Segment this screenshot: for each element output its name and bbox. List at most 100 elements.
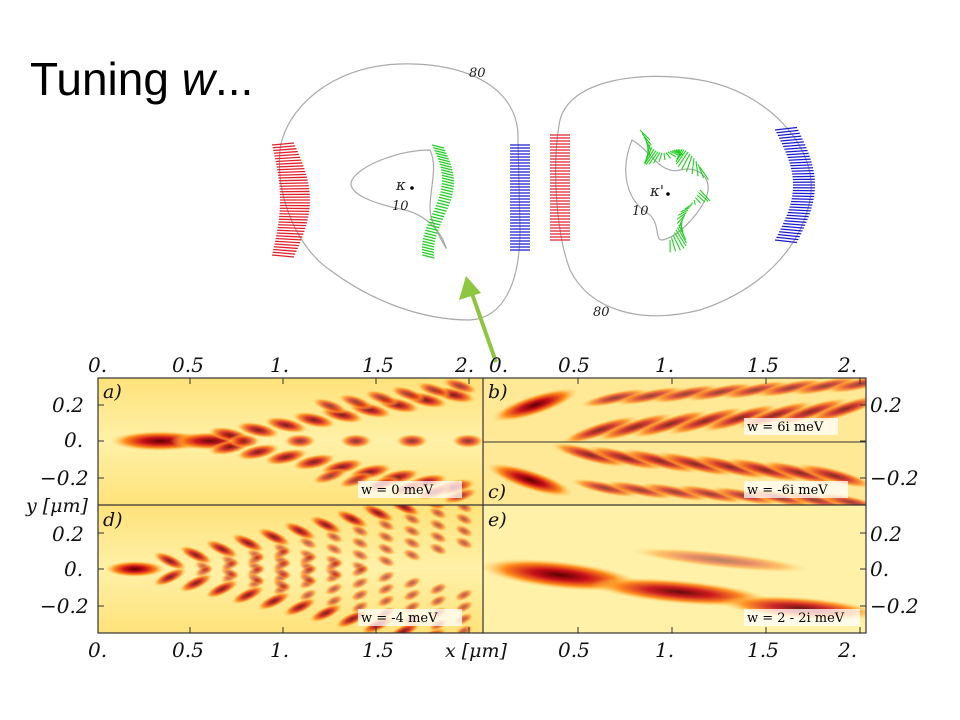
green-arrow — [440, 169, 454, 174]
green-arrow — [699, 166, 709, 180]
blue-arrow — [790, 203, 813, 206]
green-arrow — [677, 209, 689, 216]
field-intensity-blob — [272, 546, 292, 560]
red-arrow — [274, 153, 299, 157]
panel-label-b: b) — [488, 381, 508, 403]
green-arrow — [423, 235, 436, 240]
field-intensity-blob — [416, 382, 452, 398]
red-arrow — [279, 215, 309, 218]
blue-arrow — [779, 231, 802, 235]
green-arrow — [695, 197, 702, 204]
field-intensity-blob — [246, 552, 266, 566]
field-intensity-blob — [324, 542, 344, 556]
green-arrow — [437, 199, 451, 204]
contour-label-80-top: 80 — [469, 66, 486, 81]
field-intensity-blob — [790, 378, 860, 396]
field-intensity-blob — [402, 536, 422, 550]
field-intensity-blob — [105, 561, 165, 577]
field-intensity-blob — [350, 576, 370, 590]
blue-arrows-right — [774, 126, 815, 244]
blue-arrow — [787, 155, 810, 159]
contour-label-10-left: 10 — [392, 199, 409, 214]
field-intensity-blob — [701, 403, 779, 433]
y-axis-label: y [μm] — [25, 495, 89, 517]
blue-arrow — [791, 169, 814, 172]
field-intensity-blob — [376, 554, 396, 568]
green-arrow — [441, 185, 454, 190]
w-label-d: w = -4 meV — [358, 609, 462, 626]
blue-arrow — [779, 135, 802, 139]
w-label-a-text: w = 0 meV — [361, 483, 434, 498]
green-arrow — [667, 151, 677, 158]
field-intensity-blob — [720, 380, 790, 400]
field-intensity-blob — [350, 564, 370, 578]
field-intensity-blob — [402, 512, 422, 526]
green-arrow — [681, 153, 691, 170]
field-intensity-blob — [153, 567, 187, 587]
top-tick-right-2: 2. — [837, 353, 857, 377]
top-tick-left-1.5: 1.5 — [362, 353, 394, 377]
green-arrow — [675, 150, 687, 165]
field-intensity-blob — [220, 558, 240, 572]
red-arrow — [277, 229, 305, 232]
field-intensity-blob — [796, 463, 866, 489]
field-intensity-blob — [726, 457, 804, 483]
green-arrow — [697, 163, 705, 179]
field-intensity-blob — [390, 386, 426, 402]
field-intensity-blob — [350, 588, 370, 602]
field-intensity-blob — [376, 594, 396, 608]
red-arrow — [276, 235, 303, 238]
blue-arrow — [791, 198, 814, 201]
field-intensity-blob — [402, 524, 422, 538]
green-arrow — [421, 248, 435, 254]
blue-arrow — [788, 209, 811, 212]
field-intensity-blob — [376, 582, 396, 596]
field-intensity-blob — [630, 547, 810, 573]
red-arrow — [275, 159, 302, 163]
green-arrow — [698, 192, 709, 202]
blue-arrows-middle — [510, 144, 530, 251]
green-arrow — [441, 177, 455, 182]
field-intensity-blob — [272, 578, 292, 592]
field-intensity-blob — [413, 505, 447, 511]
green-arrow — [675, 149, 685, 162]
field-intensity-blob — [761, 460, 839, 486]
red-arrow — [278, 176, 307, 179]
field-intensity-blob — [387, 505, 421, 517]
field-intensity-blob — [442, 378, 478, 394]
field-intensity-blob — [428, 518, 448, 532]
bottom-tick-right-0.5: 0.5 — [558, 638, 590, 662]
field-intensity-blob — [413, 627, 447, 633]
field-intensity-blob — [402, 576, 422, 590]
green-arrow — [422, 240, 435, 245]
field-intensity-blob — [428, 542, 448, 556]
green-arrow — [676, 212, 687, 220]
contour-label-10-right: 10 — [632, 204, 649, 219]
right-ytick-top-0.2: 0.2 — [870, 393, 902, 417]
field-intensity-blob — [454, 588, 474, 602]
field-intensity-blob — [806, 394, 866, 424]
green-arrow — [425, 229, 438, 234]
field-intensity-blob — [340, 434, 372, 448]
field-intensity-blob — [364, 390, 400, 406]
green-arrow — [432, 213, 445, 218]
bottom-tick-left-1: 1. — [270, 638, 289, 662]
field-intensity-blob — [650, 384, 720, 404]
top-tick-left-1: 1. — [270, 353, 289, 377]
field-intensity-blob — [361, 505, 395, 523]
field-intensity-blob — [309, 515, 343, 535]
green-arrow — [440, 191, 453, 196]
field-intensity-blob — [312, 398, 348, 414]
green-arrow — [440, 166, 453, 171]
blue-arrow — [781, 141, 804, 145]
left-ytick-bottom-0.2: 0.2 — [52, 522, 84, 546]
red-arrow — [273, 150, 298, 154]
blue-arrow — [774, 126, 798, 131]
green-arrow — [434, 207, 447, 212]
green-arrow — [422, 243, 435, 248]
blue-arrow — [777, 233, 800, 238]
field-intensity-blob — [396, 434, 428, 448]
blue-arrow — [789, 206, 812, 209]
field-intensity-blob — [272, 558, 292, 572]
green-arrow — [676, 149, 683, 160]
